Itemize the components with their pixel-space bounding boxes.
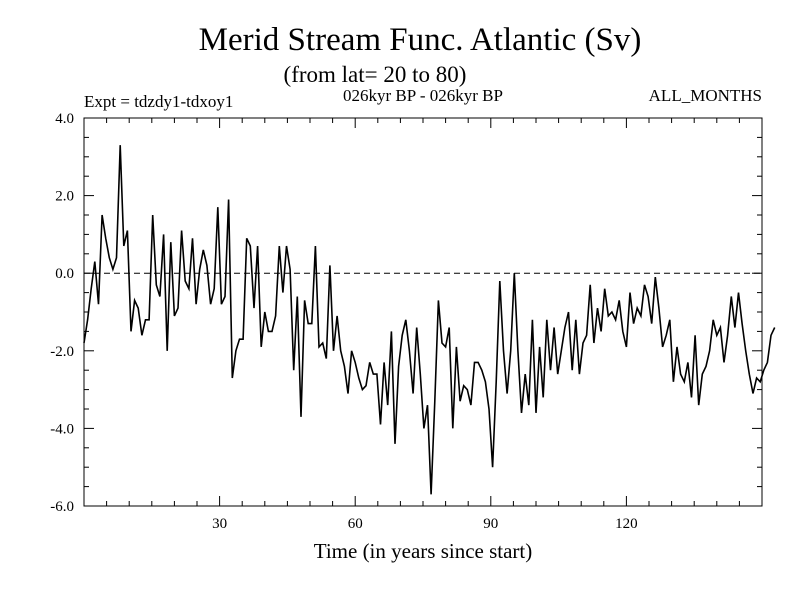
y-tick-label: -4.0 bbox=[50, 421, 74, 437]
annotation-center: 026kyr BP - 026kyr BP bbox=[343, 86, 503, 105]
x-tick-label: 90 bbox=[483, 516, 498, 532]
y-tick-label: -6.0 bbox=[50, 499, 74, 515]
chart-title: Merid Stream Func. Atlantic (Sv) bbox=[199, 22, 642, 58]
annotation-right: ALL_MONTHS bbox=[649, 86, 762, 105]
y-tick-label: 4.0 bbox=[55, 111, 74, 127]
annotation-left: Expt = tdzdy1-tdxoy1 bbox=[84, 92, 233, 111]
x-tick-label: 120 bbox=[615, 516, 638, 532]
y-tick-label: 2.0 bbox=[55, 189, 74, 205]
y-tick-label: 0.0 bbox=[55, 266, 74, 282]
chart-subtitle: (from lat= 20 to 80) bbox=[284, 62, 467, 87]
series-line bbox=[83, 145, 776, 495]
x-tick-label: 30 bbox=[212, 516, 227, 532]
y-tick-label: -2.0 bbox=[50, 344, 74, 360]
x-tick-label: 60 bbox=[348, 516, 363, 532]
plot-area: 30 60 90 120 -6.0 -4.0 -2.0 0.0 2.0 4.0 bbox=[50, 111, 776, 532]
plot-frame bbox=[83, 117, 763, 507]
x-axis-label: Time (in years since start) bbox=[314, 539, 533, 563]
